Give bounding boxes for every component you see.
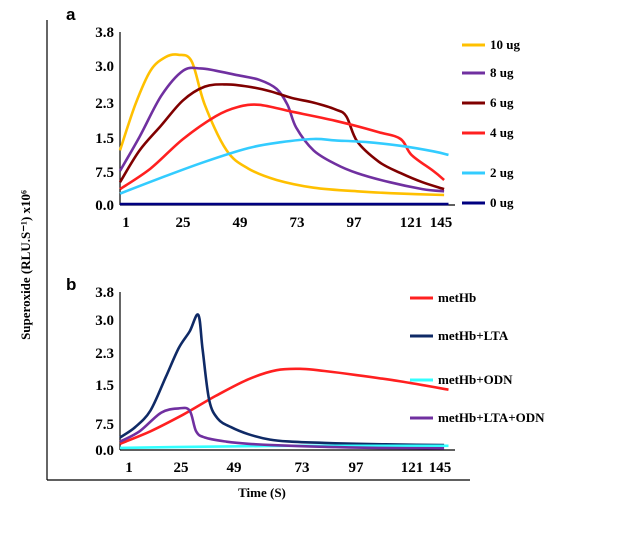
x-tick-label: 1 xyxy=(125,460,133,476)
y-ticks: 0.0 7.5 1.5 2.3 3.0 3.8 xyxy=(95,285,114,459)
legend-label: metHb xyxy=(438,290,476,305)
x-tick-label: 121 xyxy=(401,460,424,476)
x-tick-label: 145 xyxy=(429,460,452,476)
series-line-methb xyxy=(119,367,449,446)
legend-label: 2 ug xyxy=(490,165,514,180)
legend-label: 6 ug xyxy=(490,95,514,110)
y-ticks: 0.0 7.5 1.5 2.3 3.0 3.8 xyxy=(95,25,114,214)
y-tick-label: 3.8 xyxy=(95,285,114,301)
x-tick-label: 121 xyxy=(400,215,423,231)
y-tick-label: 7.5 xyxy=(95,417,114,433)
series-layer xyxy=(119,313,449,450)
series-line-8-ug xyxy=(118,66,445,193)
x-tick-label: 25 xyxy=(174,460,189,476)
legend: 10 ug 8 ug 6 ug 4 ug 2 ug 0 ug xyxy=(462,37,520,210)
panel-b: b 1 25 49 73 97 121 145 0.0 7.5 1.5 2.3 3.0 3.8 met… xyxy=(66,275,545,476)
series-layer xyxy=(118,53,449,206)
x-tick-label: 1 xyxy=(122,215,130,231)
legend-label: 0 ug xyxy=(490,195,514,210)
panel-a: a 1 25 49 73 97 121 145 0.0 7.5 1.5 2.3 3.0 3.8 10 … xyxy=(66,5,520,231)
series-line-10-ug xyxy=(118,53,445,197)
y-tick-label: 0.0 xyxy=(95,443,114,459)
x-tick-label: 97 xyxy=(347,215,363,231)
x-tick-label: 97 xyxy=(349,460,365,476)
y-tick-label: 7.5 xyxy=(95,165,114,181)
legend-label: metHb+LTA+ODN xyxy=(438,410,545,425)
legend: metHb metHb+LTA metHb+ODN metHb+LTA+ODN xyxy=(410,290,545,425)
x-tick-label: 49 xyxy=(227,460,242,476)
y-tick-label: 2.3 xyxy=(95,346,114,362)
x-ticks: 1 25 49 73 97 121 145 xyxy=(122,215,452,231)
y-tick-label: 3.0 xyxy=(95,59,114,75)
legend-label: 8 ug xyxy=(490,65,514,80)
y-tick-label: 1.5 xyxy=(95,131,114,147)
x-tick-label: 73 xyxy=(290,215,305,231)
x-tick-label: 25 xyxy=(176,215,191,231)
series-line-methb-lta-odn xyxy=(119,406,445,450)
panel-label: b xyxy=(66,275,76,294)
panel-label: a xyxy=(66,5,76,24)
x-tick-label: 49 xyxy=(233,215,248,231)
series-line-methb-lta xyxy=(119,313,445,447)
y-tick-label: 3.8 xyxy=(95,25,114,41)
legend-label: 4 ug xyxy=(490,125,514,140)
legend-label: 10 ug xyxy=(490,37,520,52)
y-tick-label: 0.0 xyxy=(95,198,114,214)
series-line-4-ug xyxy=(119,103,445,191)
y-tick-label: 3.0 xyxy=(95,313,114,329)
y-tick-label: 1.5 xyxy=(95,378,114,394)
legend-label: metHb+ODN xyxy=(438,372,513,387)
x-tick-label: 73 xyxy=(295,460,310,476)
x-tick-label: 145 xyxy=(430,215,453,231)
x-ticks: 1 25 49 73 97 121 145 xyxy=(125,460,451,476)
y-tick-label: 2.3 xyxy=(95,96,114,112)
legend-label: metHb+LTA xyxy=(438,328,509,343)
x-axis-title: Time (S) xyxy=(238,485,286,500)
y-axis-title: Superoxide (RLU.S⁻¹) x10⁶ xyxy=(18,190,33,340)
series-line-6-ug xyxy=(118,83,445,191)
series-line-2-ug xyxy=(119,137,449,195)
